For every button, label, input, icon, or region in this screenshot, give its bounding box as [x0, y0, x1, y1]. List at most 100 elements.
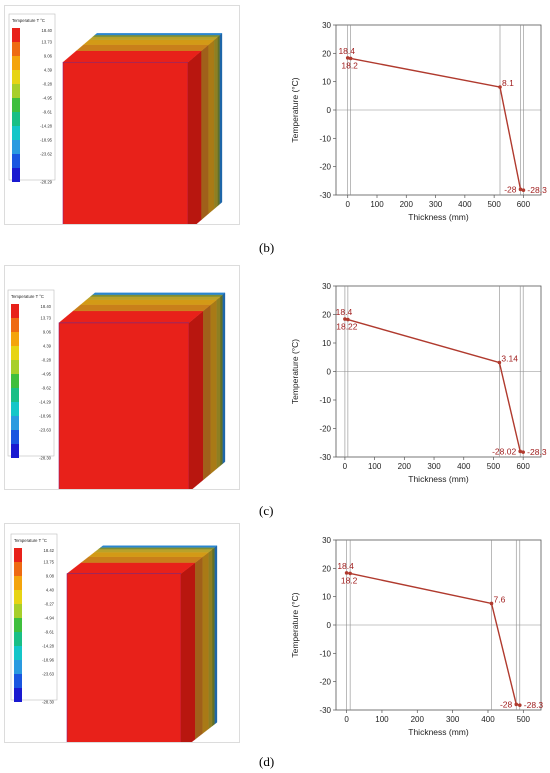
legend-title: Temperature T °C	[11, 294, 44, 299]
x-tick-label: 0	[343, 462, 348, 471]
data-point	[345, 56, 350, 60]
legend-color-swatch	[12, 70, 20, 84]
legend-color-swatch	[14, 590, 22, 604]
x-tick-label: 200	[400, 200, 414, 209]
layer-top-strip	[62, 50, 202, 63]
model-3d-panel-d: Temperature T °C 18.42 13.75 9.08 4.40 -0.27 -…	[4, 523, 240, 743]
legend-tick-label: -18.95	[40, 138, 53, 143]
legend-tick-label: -28.30	[39, 456, 52, 461]
layer-top-strip	[72, 304, 212, 312]
front-face	[66, 573, 182, 742]
x-axis-label: Thickness (mm)	[408, 727, 469, 737]
legend-tick-label: -9.62	[41, 386, 51, 391]
layer-side-strip	[187, 50, 202, 224]
legend-tick-label: -28.30	[42, 700, 55, 705]
y-tick-label: -10	[319, 396, 331, 405]
layer-top-strip	[88, 36, 219, 41]
data-point	[498, 85, 502, 89]
y-axis-label: Temperature (°C)	[290, 592, 300, 657]
legend-color-swatch	[11, 444, 19, 458]
data-label: 18.4	[337, 561, 354, 571]
model-3d-panel-b: Temperature T °C 18.40 13.73 9.06 4.39 -0.28 -…	[4, 5, 240, 225]
layer-side-strip	[202, 551, 209, 734]
y-tick-label: 10	[322, 339, 331, 348]
layered-wall-block	[62, 32, 223, 224]
x-tick-label: 100	[368, 462, 382, 471]
layer-side-strip	[203, 304, 211, 481]
data-label: 18.2	[341, 575, 358, 585]
legend-tick-label: 18.42	[44, 548, 55, 553]
layer-top-strip	[98, 547, 216, 550]
legend-tick-label: 13.73	[42, 40, 53, 45]
y-tick-label: 0	[327, 368, 332, 377]
legend-color-swatch	[11, 332, 19, 346]
legend-color-swatch	[11, 416, 19, 430]
layered-wall-block	[66, 545, 218, 742]
legend-color-swatch	[14, 632, 22, 646]
layer-top-strip	[80, 299, 218, 305]
x-axis-label: Thickness (mm)	[408, 474, 469, 484]
legend-tick-label: -0.27	[44, 602, 54, 607]
legend-tick-label: -0.28	[41, 358, 51, 363]
panel-label-b: (b)	[259, 240, 275, 255]
layer-side-strip	[220, 294, 223, 466]
data-point	[514, 702, 519, 707]
data-label: 18.4	[336, 307, 353, 317]
legend-color-swatch	[14, 688, 22, 702]
data-point	[489, 601, 494, 606]
y-tick-label: -20	[319, 678, 331, 687]
legend-color-swatch	[14, 646, 22, 660]
legend-tick-label: -4.95	[41, 372, 51, 377]
layer-side-strip	[212, 547, 215, 727]
layer-side-strip	[214, 545, 218, 725]
legend-color-swatch	[14, 562, 22, 576]
layer-top-strip	[92, 34, 221, 38]
y-tick-label: -30	[319, 706, 331, 715]
y-tick-label: 30	[322, 536, 331, 545]
legend-tick-label: -28.29	[40, 180, 53, 185]
x-tick-label: 300	[427, 462, 441, 471]
y-tick-label: 30	[322, 282, 331, 291]
layer-top-strip	[92, 292, 226, 295]
legend-tick-label: -9.61	[42, 110, 52, 115]
legend-color-swatch	[11, 374, 19, 388]
layer-side-strip	[217, 34, 221, 207]
data-label: 18.4	[338, 46, 355, 56]
x-tick-label: 100	[375, 715, 389, 724]
y-tick-label: 10	[322, 78, 331, 87]
legend-color-swatch	[12, 126, 20, 140]
y-axis-label: Temperature (°C)	[290, 77, 300, 142]
y-tick-label: 30	[322, 21, 331, 30]
data-label: 3.14	[501, 354, 518, 364]
layer-top-strip	[94, 33, 223, 36]
data-point	[518, 449, 523, 454]
data-label: 18.22	[336, 322, 358, 332]
legend-color-swatch	[14, 674, 22, 688]
legend-tick-label: 13.75	[44, 560, 55, 565]
legend-color-swatch	[12, 112, 20, 126]
legend-tick-label: 9.06	[43, 330, 52, 335]
front-face	[62, 61, 189, 224]
legend-color-swatch	[11, 388, 19, 402]
legend-color-swatch	[11, 318, 19, 332]
legend-tick-label: -14.28	[42, 644, 55, 649]
front-face	[58, 322, 190, 489]
y-tick-label: 0	[327, 106, 332, 115]
x-tick-label: 400	[457, 462, 471, 471]
legend-color-swatch	[14, 618, 22, 632]
legend-color-swatch	[12, 28, 20, 42]
layer-side-strip	[195, 556, 203, 740]
data-label: -28.3	[527, 447, 547, 457]
x-tick-label: 600	[516, 462, 530, 471]
data-point	[346, 317, 350, 322]
legend-color-swatch	[14, 604, 22, 618]
legend-title: Temperature T °C	[14, 538, 47, 543]
data-label: -28	[504, 184, 517, 194]
legend-color-swatch	[14, 576, 22, 590]
y-axis-label: Temperature (°C)	[290, 339, 300, 404]
legend-tick-label: -18.96	[42, 658, 55, 663]
y-tick-label: 20	[322, 564, 331, 573]
temperature-line	[344, 318, 524, 453]
